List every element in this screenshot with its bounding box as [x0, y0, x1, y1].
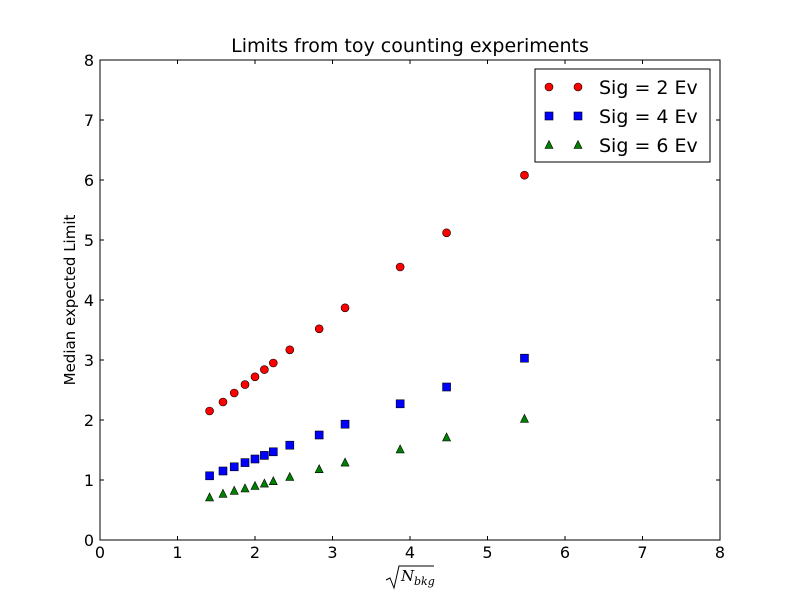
y-tick-label: 0 [84, 531, 94, 550]
square-point [229, 462, 239, 472]
legend-label: Sig = 4 Ev [599, 106, 698, 128]
x-axis-label: N bkg [385, 565, 435, 590]
circle-point [260, 365, 269, 374]
square-point [340, 419, 350, 429]
legend: Sig = 2 Ev Sig = 4 Ev Sig = 6 Ev [534, 68, 711, 163]
circle-point [240, 380, 250, 389]
square-point [285, 440, 295, 450]
circle-point [314, 324, 324, 334]
square-point [520, 353, 529, 363]
triangle-point [268, 476, 278, 486]
axis-ticks: 0 1 2 3 4 5 6 7 8 0 1 2 3 4 5 6 7 8 [84, 51, 725, 562]
x-tick-label: 6 [560, 543, 570, 562]
circle-point [229, 388, 239, 398]
circle-point [205, 406, 214, 416]
x-tick-label: 7 [637, 543, 647, 562]
circle-point [218, 397, 228, 407]
circle-point [520, 170, 529, 180]
legend-marker [544, 82, 554, 92]
triangle-point [250, 480, 260, 490]
square-point [240, 458, 250, 467]
legend-marker [544, 111, 554, 121]
legend-label: Sig = 6 Ev [599, 135, 698, 157]
square-point [395, 399, 405, 409]
y-tick-label: 8 [84, 51, 94, 70]
circle-point [268, 358, 278, 368]
x-tick-label: 5 [482, 543, 492, 562]
x-axis-label-main: N [400, 567, 415, 585]
y-tick-label: 3 [84, 351, 94, 370]
circle-point [250, 372, 260, 382]
x-axis-label-subscript: bkg [414, 575, 435, 588]
triangle-point [519, 413, 529, 423]
legend-marker [573, 139, 583, 149]
circle-point [340, 303, 350, 313]
square-point [260, 451, 269, 460]
legend-entry: Sig = 4 Ev [544, 106, 698, 128]
triangle-point [442, 432, 452, 442]
square-point [314, 430, 324, 440]
triangle-point [229, 485, 239, 495]
y-tick-label: 7 [84, 111, 94, 130]
triangle-point [240, 483, 250, 493]
x-tick-label: 2 [250, 543, 260, 562]
triangle-point [259, 478, 269, 488]
circle-point [442, 228, 451, 238]
series-3 [205, 413, 529, 502]
chart-title: Limits from toy counting experiments [231, 35, 589, 57]
triangle-point [218, 488, 228, 498]
data-marks [205, 170, 529, 502]
y-tick-label: 2 [84, 411, 94, 430]
legend-box [534, 68, 711, 163]
square-point [250, 454, 260, 464]
series-1 [205, 170, 529, 416]
x-tick-label: 8 [715, 543, 725, 562]
legend-label: Sig = 2 Ev [599, 77, 698, 99]
triangle-point [205, 492, 215, 502]
y-tick-label: 5 [84, 231, 94, 250]
x-tick-label: 1 [172, 543, 182, 562]
square-point [268, 447, 278, 457]
x-tick-label: 3 [327, 543, 337, 562]
triangle-point [340, 457, 350, 467]
series-2 [205, 353, 529, 481]
legend-marker [544, 139, 554, 149]
sqrt-symbol [385, 565, 434, 590]
y-tick-label: 6 [84, 171, 94, 190]
x-tick-label: 4 [405, 543, 415, 562]
legend-entry: Sig = 2 Ev [544, 77, 698, 99]
legend-marker [573, 82, 583, 92]
legend-marker [573, 111, 583, 121]
y-tick-label: 1 [84, 471, 94, 490]
legend-entry: Sig = 6 Ev [544, 135, 698, 157]
x-tick-label: 0 [95, 543, 105, 562]
square-point [205, 471, 214, 481]
triangle-point [395, 444, 405, 454]
circle-point [285, 345, 295, 355]
triangle-point [314, 464, 324, 474]
circle-point [395, 262, 405, 272]
y-tick-label: 4 [84, 291, 94, 310]
y-axis-label: Median expected Limit [61, 215, 79, 386]
square-point [218, 466, 228, 476]
triangle-point [285, 471, 295, 481]
square-point [442, 382, 451, 392]
